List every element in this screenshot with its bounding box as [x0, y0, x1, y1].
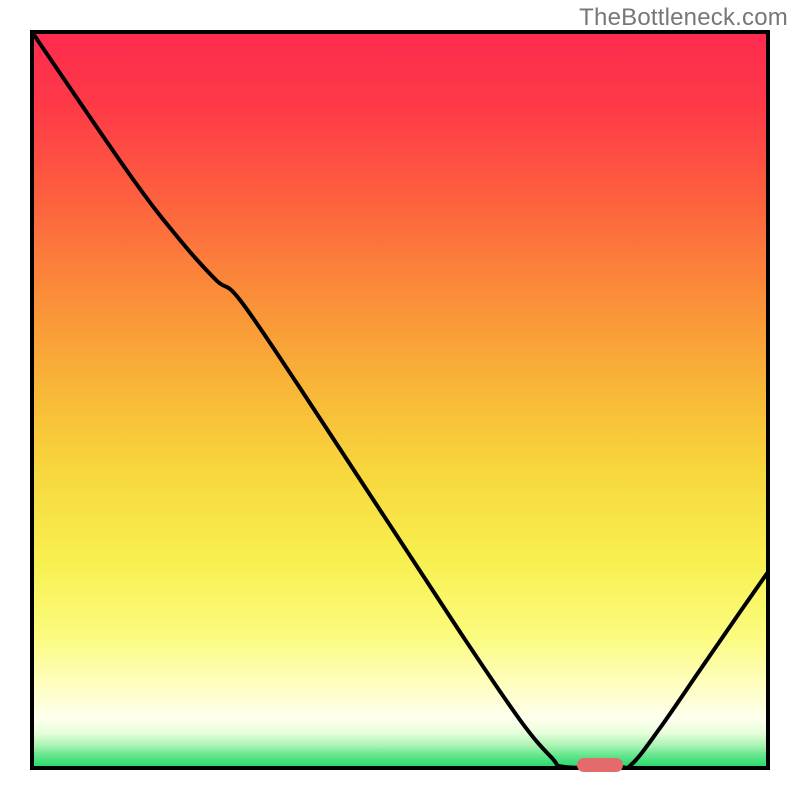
optimum-marker — [577, 758, 623, 772]
watermark-text: TheBottleneck.com — [579, 4, 788, 32]
gradient-background — [34, 34, 766, 766]
bottleneck-gradient-chart — [0, 0, 800, 800]
chart-stage: TheBottleneck.com — [0, 0, 800, 800]
